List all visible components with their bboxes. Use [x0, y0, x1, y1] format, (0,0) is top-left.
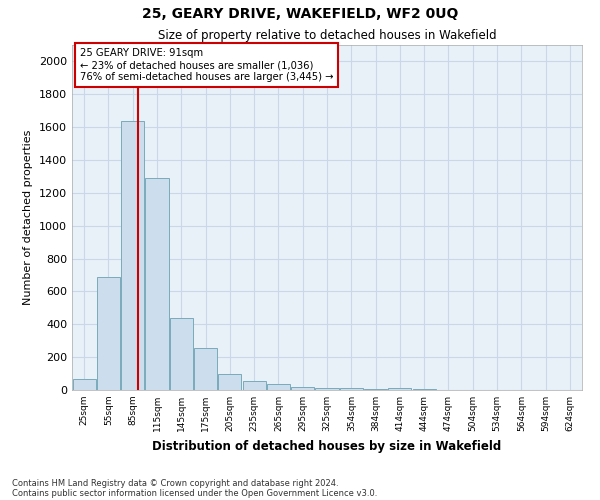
Text: 25, GEARY DRIVE, WAKEFIELD, WF2 0UQ: 25, GEARY DRIVE, WAKEFIELD, WF2 0UQ: [142, 8, 458, 22]
Bar: [218, 374, 241, 390]
Text: Contains public sector information licensed under the Open Government Licence v3: Contains public sector information licen…: [12, 488, 377, 498]
Y-axis label: Number of detached properties: Number of detached properties: [23, 130, 34, 305]
Bar: [194, 348, 217, 390]
Bar: [340, 388, 363, 390]
X-axis label: Distribution of detached houses by size in Wakefield: Distribution of detached houses by size …: [152, 440, 502, 452]
Text: 25 GEARY DRIVE: 91sqm
← 23% of detached houses are smaller (1,036)
76% of semi-d: 25 GEARY DRIVE: 91sqm ← 23% of detached …: [80, 48, 333, 82]
Bar: [364, 389, 387, 390]
Bar: [413, 389, 436, 390]
Bar: [145, 178, 169, 390]
Bar: [291, 386, 314, 390]
Bar: [316, 388, 338, 390]
Text: Contains HM Land Registry data © Crown copyright and database right 2024.: Contains HM Land Registry data © Crown c…: [12, 478, 338, 488]
Bar: [388, 388, 412, 390]
Bar: [242, 381, 266, 390]
Bar: [170, 318, 193, 390]
Bar: [267, 384, 290, 390]
Bar: [121, 120, 144, 390]
Bar: [97, 276, 120, 390]
Title: Size of property relative to detached houses in Wakefield: Size of property relative to detached ho…: [158, 30, 496, 43]
Bar: [73, 380, 95, 390]
